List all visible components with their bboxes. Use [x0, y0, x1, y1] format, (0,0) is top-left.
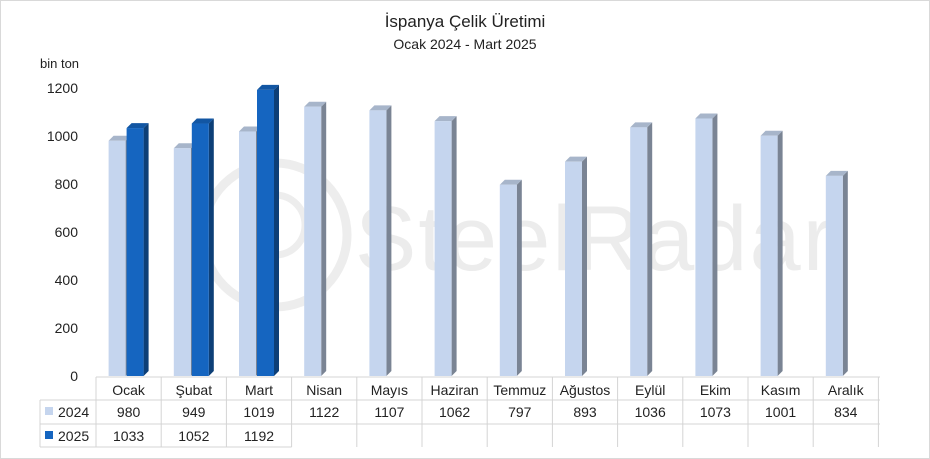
data-table-value: 834	[834, 404, 858, 420]
y-axis-unit: bin ton	[40, 56, 79, 71]
x-tick-label: Kasım	[761, 382, 801, 398]
data-table-value: 1001	[765, 404, 796, 420]
data-table-value: 893	[573, 404, 597, 420]
legend-label-2024: 2024	[58, 404, 89, 420]
data-table-value: 949	[182, 404, 206, 420]
data-table-value: 980	[117, 404, 141, 420]
bar-2024-Kasım	[760, 130, 783, 376]
data-table-value: 797	[508, 404, 532, 420]
data-table-value: 1073	[700, 404, 731, 420]
x-tick-label: Ekim	[700, 382, 731, 398]
data-table-value: 1052	[178, 428, 209, 444]
data-table-value: 1036	[635, 404, 666, 420]
legend-swatch-2024	[45, 407, 53, 415]
data-table-value: 1122	[309, 404, 339, 420]
x-tick-label: Eylül	[635, 382, 665, 398]
bar-2024-Ekim	[695, 113, 718, 376]
y-tick-label: 1000	[47, 128, 78, 144]
bar-2024-Ağustos	[565, 156, 587, 376]
bar-2025-Şubat	[191, 118, 214, 377]
y-tick-label: 800	[55, 176, 79, 192]
x-tick-label: Aralık	[828, 382, 865, 398]
bar-2024-Eylül	[630, 122, 653, 376]
y-tick-label: 200	[55, 320, 79, 336]
legend-label-2025: 2025	[58, 428, 89, 444]
bar-2024-Mayıs	[369, 105, 392, 376]
y-tick-label: 400	[55, 272, 79, 288]
x-tick-label: Ocak	[112, 382, 146, 398]
data-table-value: 1033	[113, 428, 144, 444]
y-tick-label: 600	[55, 224, 79, 240]
bar-2025-Mart	[257, 84, 279, 377]
y-tick-label: 0	[70, 368, 78, 384]
data-table-value: 1019	[243, 404, 274, 420]
bar-2024-Temmuz	[499, 179, 522, 376]
y-tick-label: 1200	[47, 80, 78, 96]
x-tick-label: Nisan	[306, 382, 342, 398]
legend-swatch-2025	[45, 431, 53, 439]
x-tick-label: Şubat	[176, 382, 213, 398]
bar-2024-Aralık	[825, 170, 848, 376]
chart-title: İspanya Çelik Üretimi	[385, 12, 546, 31]
bar-2024-Nisan	[304, 101, 327, 376]
data-table-value: 1107	[374, 404, 404, 420]
x-tick-label: Mayıs	[371, 382, 408, 398]
chart-subtitle: Ocak 2024 - Mart 2025	[393, 36, 536, 52]
x-tick-label: Mart	[245, 382, 273, 398]
bar-2025-Ocak	[126, 123, 149, 376]
data-table-value: 1062	[439, 404, 470, 420]
bar-2024-Haziran	[434, 116, 457, 377]
data-table-value: 1192	[244, 428, 274, 444]
x-tick-label: Temmuz	[493, 382, 546, 398]
x-tick-label: Haziran	[430, 382, 478, 398]
x-tick-label: Ağustos	[560, 382, 611, 398]
